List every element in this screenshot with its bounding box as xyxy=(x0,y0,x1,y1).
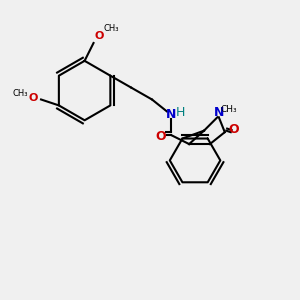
Text: N: N xyxy=(214,106,224,119)
Text: O: O xyxy=(29,93,38,103)
Text: N: N xyxy=(166,108,176,121)
Text: CH₃: CH₃ xyxy=(221,105,238,114)
Text: CH₃: CH₃ xyxy=(103,24,119,33)
Text: O: O xyxy=(228,123,239,136)
Text: O: O xyxy=(156,130,166,143)
Text: O: O xyxy=(95,31,104,40)
Text: CH₃: CH₃ xyxy=(13,89,28,98)
Text: H: H xyxy=(176,106,185,119)
